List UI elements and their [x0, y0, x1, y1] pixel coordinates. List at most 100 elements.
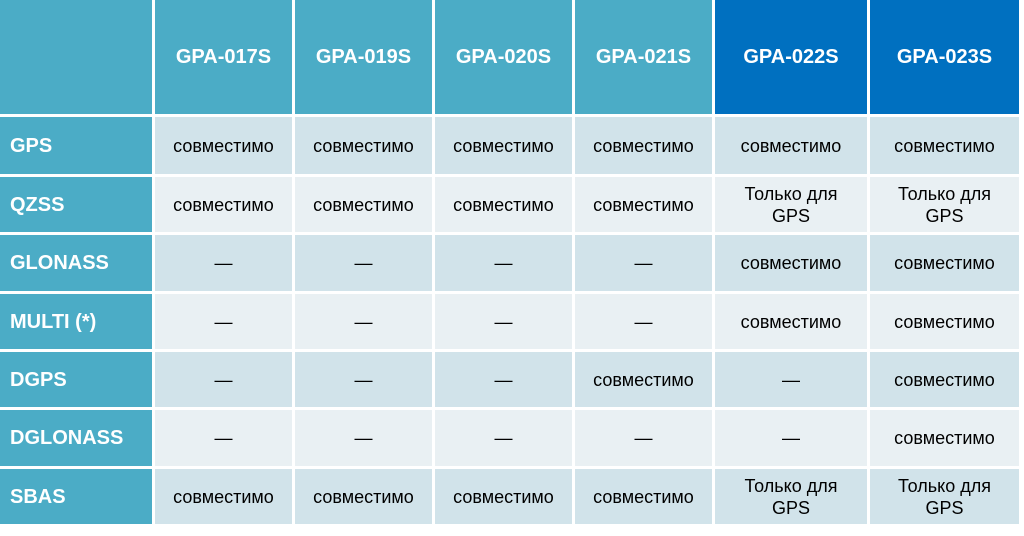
table-cell: совместимо	[715, 117, 867, 174]
row-header: MULTI (*)	[0, 294, 152, 349]
table-cell-text: —	[634, 428, 653, 448]
table-cell: совместимо	[155, 177, 292, 232]
table-cell-text: совместимо	[894, 253, 995, 273]
table-cell: совместимо	[870, 117, 1019, 174]
table-cell: совместимо	[155, 469, 292, 524]
table-cell-text: совместимо	[313, 486, 414, 507]
table-cell: Только для GPS	[715, 469, 867, 524]
table-cell-text: —	[214, 369, 233, 390]
row-header: DGLONASS	[0, 410, 152, 466]
table-cell: —	[575, 235, 712, 291]
table-cell-text: совместимо	[453, 486, 554, 507]
table-cell-text: —	[494, 311, 513, 332]
table-cell-text: —	[354, 369, 373, 390]
table-cell: совместимо	[435, 117, 572, 174]
table-cell: —	[435, 410, 572, 466]
column-header: GPA-021S	[575, 0, 712, 114]
table-cell: —	[295, 294, 432, 349]
column-header: GPA-023S	[870, 0, 1019, 114]
table-cell-text: совместимо	[593, 369, 694, 390]
table-cell-text: —	[634, 311, 653, 332]
table-cell: —	[295, 235, 432, 291]
table-cell: —	[155, 352, 292, 407]
table-cell-text: совместимо	[740, 311, 842, 332]
table-cell-text: —	[782, 369, 800, 390]
table-cell: —	[575, 410, 712, 466]
table-cell: —	[435, 352, 572, 407]
table-cell-text: —	[634, 253, 653, 273]
table-cell-text: Только для GPS	[898, 183, 991, 226]
row-header: SBAS	[0, 469, 152, 524]
table-cell-text: —	[782, 428, 800, 448]
table-cell-text: Только для GPS	[744, 183, 838, 226]
table-cell-text: совместимо	[593, 194, 694, 215]
column-header: GPA-020S	[435, 0, 572, 114]
row-header: DGPS	[0, 352, 152, 407]
column-header-text: GPA-017S	[175, 46, 272, 68]
table-cell-text: совместимо	[173, 486, 274, 507]
table-cell: совместимо	[155, 117, 292, 174]
table-cell: —	[575, 294, 712, 349]
table-cell-text: совместимо	[894, 135, 995, 156]
table-cell: совместимо	[295, 469, 432, 524]
column-header-text: GPA-022S	[743, 46, 839, 68]
table-cell-text: совместимо	[593, 135, 694, 156]
row-header-text: GLONASS	[10, 252, 109, 274]
table-cell: совместимо	[870, 294, 1019, 349]
table-cell-text: Только для GPS	[898, 475, 991, 518]
table-cell-text: совместимо	[453, 194, 554, 215]
table-cell: —	[155, 294, 292, 349]
table-cell: —	[715, 352, 867, 407]
table-cell-text: —	[494, 253, 513, 273]
table-cell: —	[295, 410, 432, 466]
table-cell-text: —	[494, 369, 513, 390]
table-cell-text: совместимо	[173, 194, 274, 215]
row-header-text: SBAS	[10, 485, 66, 508]
table-cell: —	[295, 352, 432, 407]
table-cell-text: —	[214, 253, 233, 273]
table-cell-text: —	[354, 311, 373, 332]
row-header: GLONASS	[0, 235, 152, 291]
row-header-text: GPS	[10, 134, 53, 157]
table-cell-text: совместимо	[453, 135, 554, 156]
table-cell: совместимо	[435, 469, 572, 524]
column-header-text: GPA-019S	[315, 46, 412, 68]
table-cell-text: совместимо	[894, 369, 995, 390]
table-cell: —	[435, 294, 572, 349]
row-header-text: DGPS	[10, 368, 67, 391]
table-cell-text: —	[354, 428, 373, 448]
row-header-text: DGLONASS	[10, 427, 124, 449]
table-cell: совместимо	[295, 117, 432, 174]
table-cell: совместимо	[295, 177, 432, 232]
table-cell-text: совместимо	[740, 253, 842, 273]
table-cell: совместимо	[870, 352, 1019, 407]
table-cell: совместимо	[715, 235, 867, 291]
row-header: QZSS	[0, 177, 152, 232]
table-cell: —	[155, 235, 292, 291]
table-cell-text: совместимо	[894, 311, 995, 332]
row-header: GPS	[0, 117, 152, 174]
table-cell: —	[155, 410, 292, 466]
table-cell-text: совместимо	[740, 135, 842, 156]
table-cell-text: совместимо	[593, 486, 694, 507]
row-header-text: QZSS	[10, 193, 65, 216]
table-cell: совместимо	[870, 235, 1019, 291]
table-cell: —	[435, 235, 572, 291]
table-cell-text: Только для GPS	[744, 475, 838, 518]
column-header: GPA-017S	[155, 0, 292, 114]
table-cell-text: —	[214, 428, 233, 448]
table-cell: совместимо	[575, 117, 712, 174]
table-cell: совместимо	[870, 410, 1019, 466]
column-header-text: GPA-023S	[896, 46, 993, 68]
row-header-text: MULTI (*)	[10, 310, 97, 333]
column-header-text: GPA-021S	[595, 46, 692, 68]
table-cell-text: —	[354, 253, 373, 273]
table-cell: совместимо	[575, 352, 712, 407]
column-header: GPA-022S	[715, 0, 867, 114]
table-cell: совместимо	[575, 177, 712, 232]
column-header-text: GPA-020S	[455, 46, 552, 68]
table-cell-text: —	[494, 428, 513, 448]
corner-cell	[0, 0, 152, 114]
table-cell-text: совместимо	[313, 194, 414, 215]
